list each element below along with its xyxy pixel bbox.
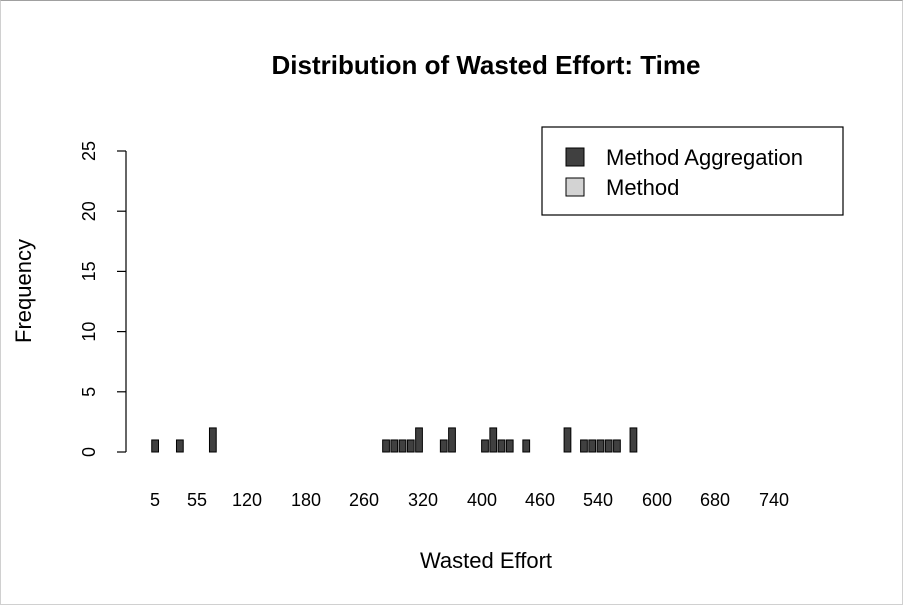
bar-method-aggregation [481, 439, 489, 453]
bar-method-aggregation [563, 427, 572, 453]
x-tick-label: 460 [525, 490, 555, 510]
bar-method-aggregation [505, 439, 514, 453]
y-tick-label: 10 [79, 322, 99, 342]
x-axis-label: Wasted Effort [420, 548, 552, 573]
bar-method-aggregation [406, 439, 415, 453]
bar-method-aggregation [604, 439, 613, 453]
legend-swatch-method-aggregation [565, 147, 585, 167]
legend: Method Aggregation Method [541, 126, 844, 216]
bar-method-aggregation [629, 427, 638, 453]
x-tick-label: 680 [700, 490, 730, 510]
y-tick-label: 15 [79, 261, 99, 281]
y-tick-label: 5 [79, 387, 99, 397]
bar-method-aggregation [208, 427, 217, 453]
bar-method-aggregation [489, 427, 498, 453]
legend-box [541, 126, 844, 216]
bar-method-aggregation [151, 439, 160, 453]
legend-swatch-method [565, 177, 585, 197]
bar-method-aggregation [415, 427, 423, 453]
y-axis-label: Frequency [11, 239, 36, 343]
bar-method-aggregation [439, 439, 448, 453]
bar-method-aggregation [580, 439, 588, 453]
y-axis: 0 5 10 15 20 25 [79, 141, 127, 457]
x-tick-label: 600 [642, 490, 672, 510]
x-tick-label: 400 [467, 490, 497, 510]
bar-method-aggregation [175, 439, 184, 453]
x-tick-label: 120 [232, 490, 262, 510]
y-tick-label: 20 [79, 201, 99, 221]
x-tick-label: 740 [759, 490, 789, 510]
bar-method-aggregation [382, 439, 390, 453]
x-tick-label: 260 [349, 490, 379, 510]
legend-label-method: Method [606, 175, 679, 200]
x-tick-label: 180 [291, 490, 321, 510]
x-tick-label: 55 [187, 490, 207, 510]
x-tick-labels: 5 55 120 180 260 320 400 460 540 600 680 740 [150, 490, 789, 510]
bar-method-aggregation [398, 439, 407, 453]
bar-method-aggregation [596, 439, 605, 453]
bar-method-aggregation [448, 427, 456, 453]
bar-method-aggregation [390, 439, 399, 453]
bar-method-aggregation [497, 439, 506, 453]
bars [151, 427, 638, 453]
x-tick-label: 320 [408, 490, 438, 510]
bar-method-aggregation [613, 439, 621, 453]
bar-method-aggregation [588, 439, 597, 453]
bar-method-aggregation [522, 439, 531, 453]
chart-title: Distribution of Wasted Effort: Time [272, 50, 701, 80]
y-tick-label: 0 [79, 447, 99, 457]
y-tick-label: 25 [79, 141, 99, 161]
x-tick-label: 5 [150, 490, 160, 510]
legend-label-method-aggregation: Method Aggregation [606, 145, 803, 170]
x-tick-label: 540 [583, 490, 613, 510]
